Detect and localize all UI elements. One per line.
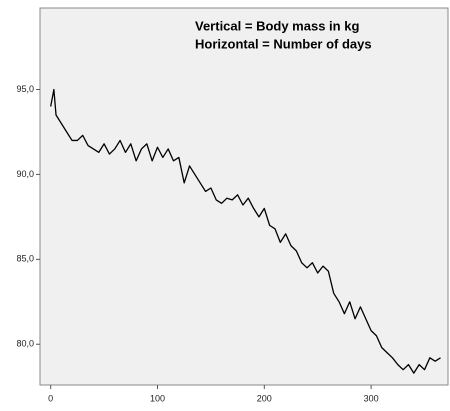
y-tick-label: 85,0 <box>16 254 34 264</box>
annotation: Horizontal = Number of days <box>195 36 372 51</box>
annotation: Vertical = Body mass in kg <box>195 18 359 33</box>
data-line <box>50 88 441 374</box>
x-tick-label: 300 <box>364 393 379 403</box>
x-tick-label: 0 <box>48 393 53 403</box>
y-tick-label: 95,0 <box>16 84 34 94</box>
plot-area <box>39 7 449 386</box>
y-tick-label: 90,0 <box>16 169 34 179</box>
y-tick-label: 80,0 <box>16 339 34 349</box>
x-tick-label: 100 <box>150 393 165 403</box>
x-tick-label: 200 <box>257 393 272 403</box>
